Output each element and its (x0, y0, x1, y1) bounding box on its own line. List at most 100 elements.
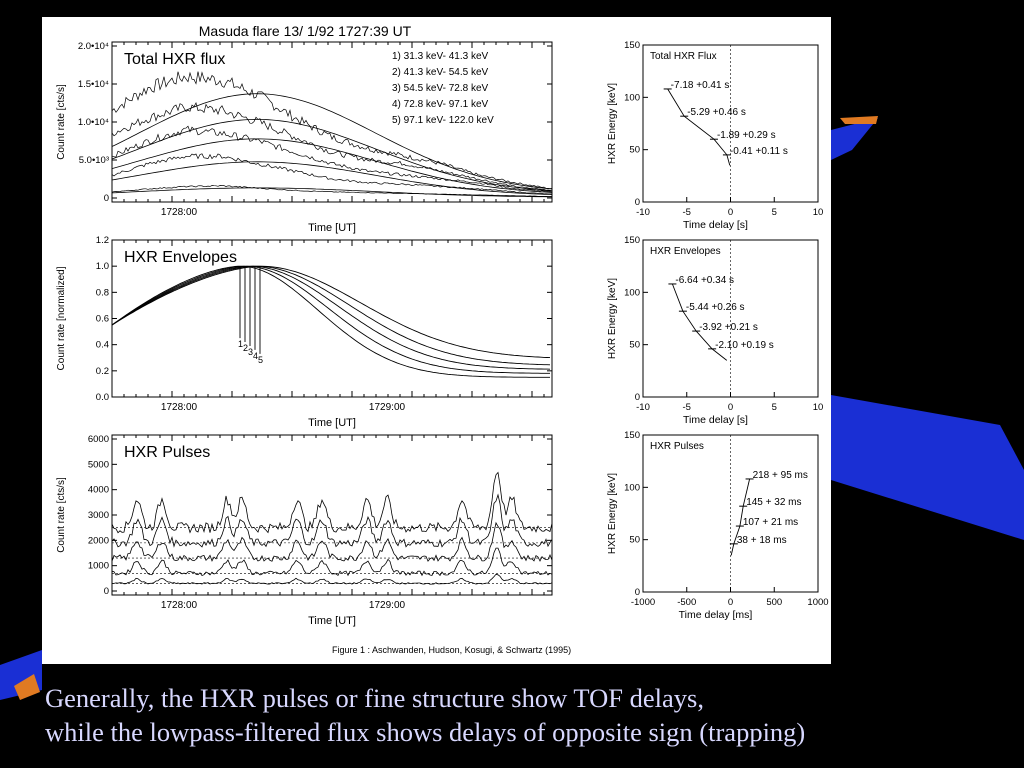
envelope-curve-5 (111, 265, 551, 359)
legend-entry: 1) 31.3 keV- 41.3 keV (392, 51, 489, 62)
fit-curve-2 (111, 119, 553, 192)
y-tick-label: 1.0 (96, 261, 109, 272)
envelope-curve-2 (111, 265, 550, 374)
y-tick-label: 50 (629, 340, 640, 351)
caption-line-2: while the lowpass-filtered flux shows de… (45, 717, 806, 747)
y-tick-label: 0 (635, 392, 640, 403)
pulse-series-2-line (111, 493, 553, 548)
legend-entry: 5) 97.1 keV- 122.0 keV (392, 115, 494, 126)
delay-point-label: -5.44 +0.26 s (686, 302, 745, 313)
legend-entry: 4) 72.8 keV- 97.1 keV (392, 99, 489, 110)
figure-canvas: Masuda flare 13/ 1/92 1727:39 UT Figure 1… (56, 23, 829, 655)
envelope-marker-label: 1 (238, 339, 243, 349)
x-tick-label: 1728:00 (161, 600, 198, 611)
envelope-marker-label: 4 (253, 351, 258, 361)
delay-point-label: -2.10 +0.19 s (715, 340, 774, 351)
delay-point-label: -3.92 +0.21 s (699, 322, 758, 333)
series-1-line (111, 71, 553, 189)
y-tick-label: 100 (624, 287, 640, 298)
x-tick-label: 0 (728, 207, 733, 218)
series-3-line (111, 125, 553, 193)
delay-point-label: 145 + 32 ms (746, 497, 801, 508)
x-tick-label: 10 (813, 402, 824, 413)
fit-curve-4 (111, 161, 553, 195)
y-tick-label: 50 (629, 145, 640, 156)
x-tick-label: 1728:00 (161, 402, 198, 413)
x-tick-label: -10 (636, 402, 650, 413)
legend-entry: 2) 41.3 keV- 54.5 keV (392, 67, 489, 78)
legend-entry: 3) 54.5 keV- 72.8 keV (392, 83, 489, 94)
x-axis-label: Time [UT] (308, 615, 356, 627)
x-tick-label: -5 (683, 402, 691, 413)
pulse-series-3-line (111, 521, 553, 562)
figure-title: Masuda flare 13/ 1/92 1727:39 UT (199, 23, 412, 39)
x-axis-label: Time [UT] (308, 222, 356, 234)
y-tick-label: 150 (624, 430, 640, 441)
y-axis-label: Count rate [cts/s] (56, 477, 67, 553)
x-axis-label: Time delay [s] (683, 219, 748, 231)
figure-credit: Figure 1 : Aschwanden, Hudson, Kosugi, &… (332, 645, 571, 655)
series-5-line (111, 185, 552, 197)
panel-title: Total HXR Flux (650, 51, 717, 62)
x-tick-label: -1000 (631, 597, 655, 608)
x-tick-label: 5 (772, 207, 777, 218)
x-tick-label: 1729:00 (369, 402, 406, 413)
x-axis-label: Time delay [s] (683, 414, 748, 426)
x-tick-label: 0 (728, 597, 733, 608)
figure: Masuda flare 13/ 1/92 1727:39 UT Figure 1… (42, 17, 831, 664)
caption-line-1: Generally, the HXR pulses or fine struct… (45, 683, 704, 713)
x-tick-label: 1728:00 (161, 207, 198, 218)
y-tick-label: 5.0•10³ (79, 155, 109, 166)
panel-title: HXR Envelopes (124, 249, 237, 266)
panel-title: Total HXR flux (124, 51, 225, 68)
y-tick-label: 5000 (88, 459, 109, 470)
x-tick-label: 10 (813, 207, 824, 218)
y-tick-label: 100 (624, 92, 640, 103)
y-tick-label: 2.0•10⁴ (78, 41, 109, 52)
envelope-marker-label: 3 (248, 347, 253, 357)
envelope-curve-1 (111, 265, 550, 378)
y-tick-label: 0 (635, 587, 640, 598)
panel-title: HXR Envelopes (650, 246, 721, 257)
y-tick-label: 1.5•10⁴ (78, 79, 109, 90)
delay-point-label: -1.89 +0.29 s (717, 130, 776, 141)
panel-title: HXR Pulses (124, 444, 210, 461)
delay-point-label: 218 + 95 ms (753, 470, 808, 481)
y-tick-label: 0.8 (96, 287, 109, 298)
x-tick-label: 5 (772, 402, 777, 413)
y-tick-label: 1.2 (96, 235, 109, 246)
envelope-marker-label: 5 (258, 355, 263, 365)
y-tick-label: 0 (104, 193, 109, 204)
fit-curve-3 (111, 138, 553, 193)
series-2-line (111, 101, 553, 192)
fit-curve-5 (111, 187, 552, 198)
caption: Generally, the HXR pulses or fine struct… (45, 681, 1020, 749)
y-tick-label: 2000 (88, 535, 109, 546)
y-tick-label: 100 (624, 482, 640, 493)
pulse-series-5-line (111, 573, 553, 585)
y-axis-label: Count rate [normalized] (56, 266, 67, 370)
x-axis-label: Time [UT] (308, 417, 356, 429)
pulse-series-4-line (111, 547, 553, 577)
y-tick-label: 0 (635, 197, 640, 208)
y-tick-label: 3000 (88, 510, 109, 521)
y-tick-label: 6000 (88, 434, 109, 445)
delay-point-label: -5.29 +0.46 s (687, 107, 746, 118)
pulse-series-1-line (111, 471, 553, 534)
y-tick-label: 0.0 (96, 392, 109, 403)
y-axis-label: HXR Energy [keV] (607, 473, 618, 554)
delay-point-label: -6.64 +0.34 s (675, 275, 734, 286)
delay-point-label: -0.41 +0.11 s (730, 146, 788, 157)
x-tick-label: 500 (766, 597, 782, 608)
y-tick-label: 150 (624, 235, 640, 246)
y-tick-label: 150 (624, 40, 640, 51)
x-tick-label: -10 (636, 207, 650, 218)
panel-title: HXR Pulses (650, 441, 704, 452)
y-axis-label: HXR Energy [keV] (607, 278, 618, 359)
y-axis-label: HXR Energy [keV] (607, 83, 618, 164)
x-tick-label: 0 (728, 402, 733, 413)
delay-trend-line (667, 88, 731, 166)
x-tick-label: -500 (677, 597, 696, 608)
